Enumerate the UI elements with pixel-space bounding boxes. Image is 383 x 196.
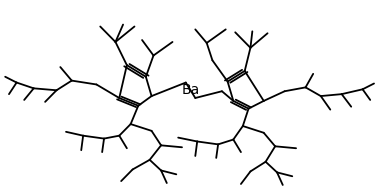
- Text: Ba: Ba: [181, 83, 200, 97]
